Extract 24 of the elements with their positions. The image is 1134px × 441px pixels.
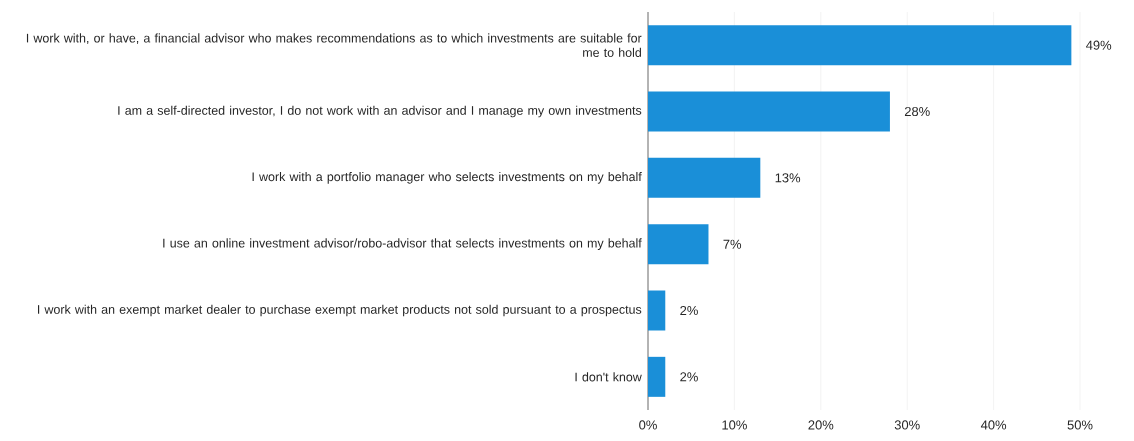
data-label: 13%	[775, 173, 801, 183]
data-label: 28%	[904, 106, 930, 117]
y-tick-label: I am a self-directed investor, I do not work with an advisor and I manage my own investments	[118, 105, 642, 118]
bar	[648, 91, 890, 132]
x-tick-label: 50%	[1067, 420, 1093, 430]
x-tick-label: 30%	[894, 420, 920, 430]
bar	[648, 25, 1072, 66]
data-label: 7%	[723, 239, 742, 249]
x-tick-label: 0%	[639, 420, 657, 430]
x-tick-label: 20%	[808, 420, 834, 430]
y-tick-label: I work with an exempt market dealer to purchase exempt market products not sold pursuant to a prospectus	[38, 304, 642, 317]
y-tick-label: I work with, or have, a financial advisor who makes recommendations as to which investments are suitable for me to hold	[26, 33, 642, 57]
data-label: 2%	[680, 305, 698, 316]
x-tick-label: 40%	[980, 420, 1007, 430]
x-tick-label: 10%	[722, 420, 747, 430]
bar	[648, 356, 666, 397]
data-label: 2%	[680, 372, 698, 382]
bar	[648, 157, 761, 198]
bar	[648, 290, 666, 331]
data-label: 49%	[1086, 40, 1112, 50]
y-tick-label: I don't know	[575, 372, 642, 382]
bar	[648, 224, 709, 265]
y-tick-label: I use an online investment advisor/robo-advisor that selects investments on my behalf	[163, 238, 642, 250]
y-tick-label: I work with a portfolio manager who selects investments on my behalf	[252, 172, 642, 184]
